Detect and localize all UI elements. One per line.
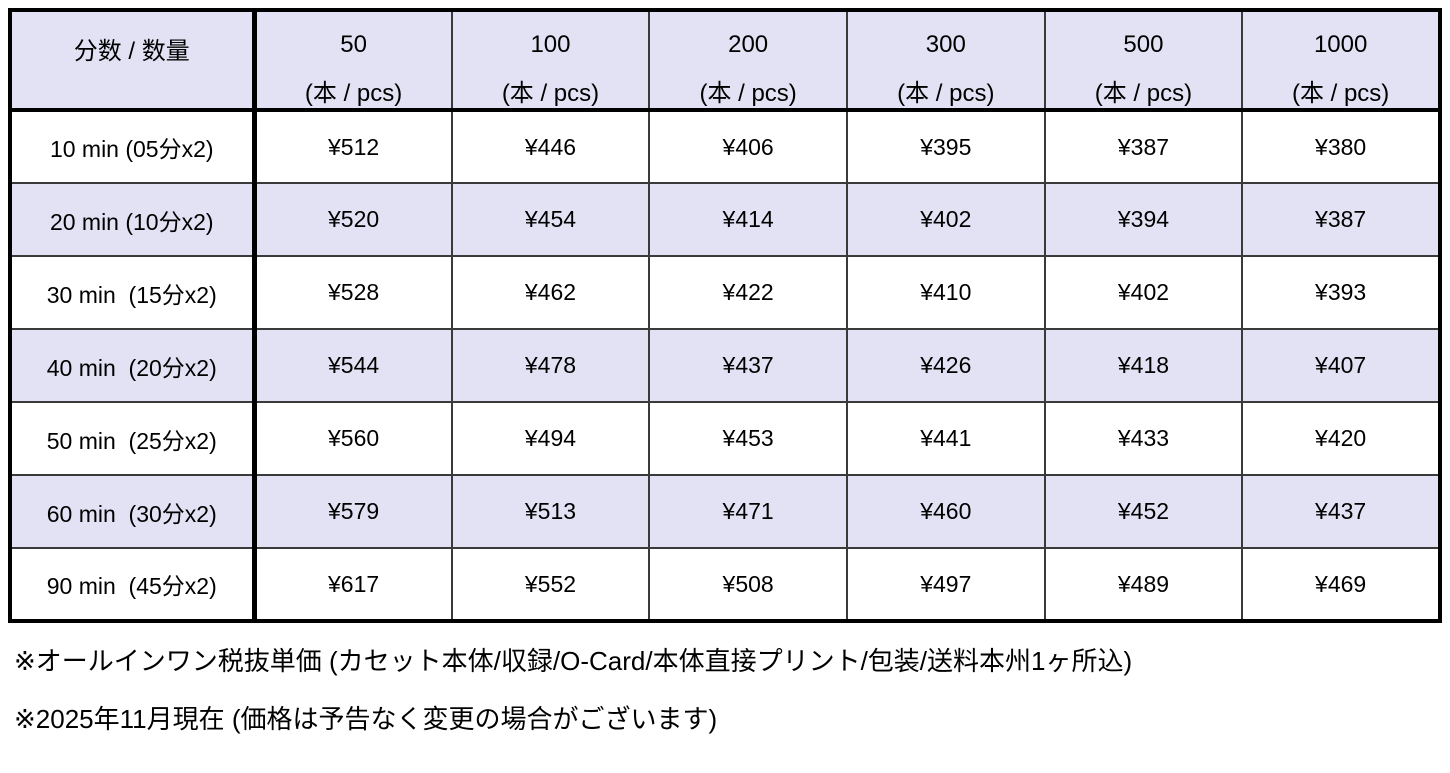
duration-label: 40 min (20分x2) xyxy=(9,328,257,403)
price-cell: ¥402 xyxy=(1043,255,1244,330)
table-row: 30 min (15分x2) ¥528 ¥462 ¥422 ¥410 ¥402 ¥393 xyxy=(9,255,1441,330)
table-row: 40 min (20分x2) ¥544 ¥478 ¥437 ¥426 ¥418 ¥407 xyxy=(9,328,1441,403)
table-row: 60 min (30分x2) ¥579 ¥513 ¥471 ¥460 ¥452 ¥437 xyxy=(9,474,1441,549)
price-cell: ¥552 xyxy=(450,547,651,622)
price-cell: ¥414 xyxy=(648,182,848,257)
price-cell: ¥380 xyxy=(1241,109,1441,184)
price-cell: ¥441 xyxy=(845,401,1046,476)
price-cell: ¥512 xyxy=(253,109,453,184)
price-cell: ¥422 xyxy=(648,255,848,330)
quantity-value: 200 xyxy=(728,31,769,58)
price-cell: ¥528 xyxy=(253,255,453,330)
duration-label: 60 min (30分x2) xyxy=(9,474,257,549)
price-cell: ¥494 xyxy=(450,401,651,476)
price-cell: ¥560 xyxy=(253,401,453,476)
price-cell: ¥454 xyxy=(450,182,651,257)
price-cell: ¥471 xyxy=(648,474,848,549)
quantity-value: 300 xyxy=(925,31,966,58)
table-row: 90 min (45分x2) ¥617 ¥552 ¥508 ¥497 ¥489 ¥469 xyxy=(9,547,1441,622)
price-cell: ¥407 xyxy=(1241,328,1441,403)
price-cell: ¥462 xyxy=(450,255,651,330)
duration-label: 10 min (05分x2) xyxy=(9,109,257,184)
quantity-unit-label: (本 / pcs) xyxy=(897,80,995,107)
price-cell: ¥478 xyxy=(450,328,651,403)
price-cell: ¥508 xyxy=(648,547,848,622)
price-cell: ¥387 xyxy=(1241,182,1441,257)
price-cell: ¥395 xyxy=(845,109,1046,184)
price-cell: ¥394 xyxy=(1043,182,1244,257)
quantity-value: 1000 xyxy=(1313,31,1368,58)
price-cell: ¥544 xyxy=(253,328,453,403)
duration-label: 30 min (15分x2) xyxy=(9,255,257,330)
quantity-header-1000: 1000 (本 / pcs) xyxy=(1241,9,1441,112)
price-cell: ¥469 xyxy=(1241,547,1441,622)
table-row: 50 min (25分x2) ¥560 ¥494 ¥453 ¥441 ¥433 ¥420 xyxy=(9,401,1441,476)
duration-label: 90 min (45分x2) xyxy=(9,547,257,622)
footnote-price-date: ※2025年11月現在 (価格は予告なく変更の場合がございます) xyxy=(14,704,718,734)
price-cell: ¥426 xyxy=(845,328,1046,403)
price-cell: ¥497 xyxy=(845,547,1046,622)
quantity-header-500: 500 (本 / pcs) xyxy=(1043,9,1244,112)
table-header: 分数 / 数量 50 (本 / pcs) 100 (本 / pcs) 200 (本 / p… xyxy=(9,9,1441,112)
price-cell: ¥437 xyxy=(648,328,848,403)
quantity-header-50: 50 (本 / pcs) xyxy=(253,9,453,112)
footnote-pricing-terms: ※オールインワン税抜単価 (カセット本体/収録/O-Card/本体直接プリント/… xyxy=(14,646,1133,676)
price-cell: ¥387 xyxy=(1043,109,1244,184)
table-body: 10 min (05分x2) ¥512 ¥446 ¥406 ¥395 ¥387 ¥380 20… xyxy=(9,109,1441,622)
price-cell: ¥452 xyxy=(1043,474,1244,549)
price-cell: ¥402 xyxy=(845,182,1046,257)
price-cell: ¥489 xyxy=(1043,547,1244,622)
quantity-unit-label: (本 / pcs) xyxy=(1094,80,1193,107)
quantity-value: 100 xyxy=(530,31,571,58)
quantity-value: 500 xyxy=(1123,31,1164,58)
price-cell: ¥453 xyxy=(648,401,848,476)
price-cell: ¥418 xyxy=(1043,328,1244,403)
table-row: 20 min (10分x2) ¥520 ¥454 ¥414 ¥402 ¥394 ¥387 xyxy=(9,182,1441,257)
quantity-value: 50 xyxy=(340,31,367,58)
price-cell: ¥406 xyxy=(648,109,848,184)
quantity-unit-label: (本 / pcs) xyxy=(1291,80,1390,107)
corner-header: 分数 / 数量 xyxy=(9,9,257,112)
price-cell: ¥513 xyxy=(450,474,651,549)
price-table: 分数 / 数量 50 (本 / pcs) 100 (本 / pcs) 200 (本 / p… xyxy=(8,8,1442,623)
price-cell: ¥460 xyxy=(845,474,1046,549)
quantity-header-200: 200 (本 / pcs) xyxy=(648,9,848,112)
table-row: 10 min (05分x2) ¥512 ¥446 ¥406 ¥395 ¥387 ¥380 xyxy=(9,109,1441,184)
price-cell: ¥420 xyxy=(1241,401,1441,476)
price-cell: ¥393 xyxy=(1241,255,1441,330)
price-cell: ¥520 xyxy=(253,182,453,257)
quantity-header-300: 300 (本 / pcs) xyxy=(845,9,1046,112)
price-cell: ¥437 xyxy=(1241,474,1441,549)
price-cell: ¥617 xyxy=(253,547,453,622)
price-cell: ¥433 xyxy=(1043,401,1244,476)
quantity-unit-label: (本 / pcs) xyxy=(699,80,797,107)
quantity-unit-label: (本 / pcs) xyxy=(304,80,403,107)
quantity-unit-label: (本 / pcs) xyxy=(501,80,600,107)
duration-label: 20 min (10分x2) xyxy=(9,182,257,257)
duration-label: 50 min (25分x2) xyxy=(9,401,257,476)
quantity-header-100: 100 (本 / pcs) xyxy=(450,9,651,112)
header-row: 分数 / 数量 50 (本 / pcs) 100 (本 / pcs) 200 (本 / p… xyxy=(9,9,1441,112)
price-cell: ¥410 xyxy=(845,255,1046,330)
price-cell: ¥579 xyxy=(253,474,453,549)
price-cell: ¥446 xyxy=(450,109,651,184)
